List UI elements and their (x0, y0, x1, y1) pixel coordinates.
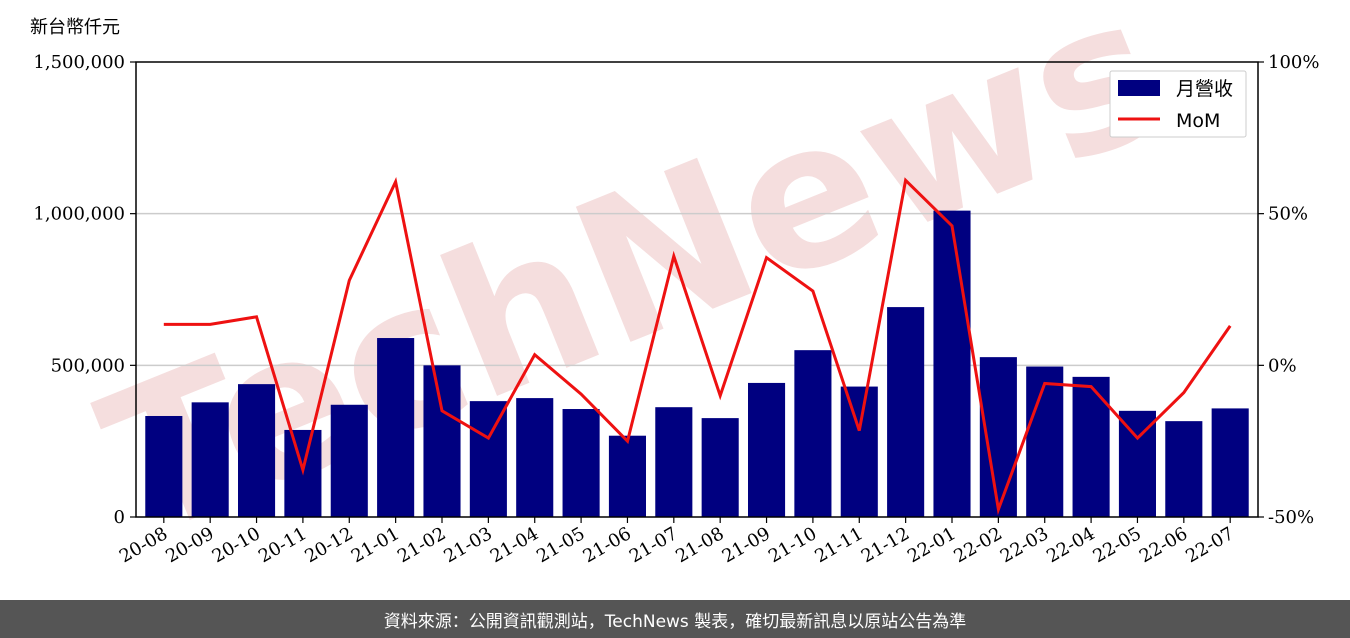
bar-20-08 (145, 415, 183, 517)
x-tick-label-21-11: 21-11 (811, 523, 866, 567)
bar-21-11 (840, 386, 878, 517)
grid-lines (136, 212, 1258, 367)
legend: 月營收 MoM (1109, 70, 1247, 138)
bar-21-05 (562, 409, 600, 517)
x-tick-label-22-04: 22-04 (1043, 523, 1098, 567)
y-right-tick-label: 100% (1268, 52, 1319, 73)
bar-21-04 (516, 398, 554, 517)
y-right-tick-label: 50% (1268, 204, 1308, 225)
bar-21-09 (748, 382, 786, 517)
bar-20-09 (191, 402, 229, 517)
mom-line (163, 177, 1232, 516)
legend-bar-swatch (1118, 80, 1160, 96)
plot-frame (135, 61, 1259, 518)
x-tick-label-21-10: 21-10 (765, 523, 820, 567)
x-tick-label-21-01: 21-01 (348, 523, 403, 567)
bar-20-10 (238, 384, 276, 517)
x-tick-label-21-08: 21-08 (672, 523, 727, 567)
bar-22-06 (1165, 421, 1203, 517)
bar-22-04 (1072, 376, 1110, 517)
bar-20-12 (330, 404, 368, 517)
bar-21-06 (608, 435, 646, 517)
bar-22-03 (1026, 366, 1064, 517)
bar-21-08 (701, 418, 739, 517)
bar-21-01 (377, 338, 415, 517)
revenue-bars (145, 210, 1249, 517)
x-tick-label-21-07: 21-07 (626, 523, 681, 567)
y-right-tick-label: -50% (1268, 507, 1314, 528)
y-right-tick-label: 0% (1268, 355, 1297, 376)
x-tick-label-21-06: 21-06 (580, 523, 635, 567)
bar-22-07 (1211, 408, 1249, 517)
source-footer: 資料來源：公開資訊觀測站，TechNews 製表，確切最新訊息以原站公告為準 (0, 600, 1350, 638)
bar-21-02 (423, 365, 461, 517)
x-tick-label-22-03: 22-03 (997, 523, 1052, 567)
bar-21-07 (655, 407, 693, 517)
x-tick-label-22-01: 22-01 (904, 523, 959, 567)
x-tick-label-21-02: 21-02 (394, 523, 449, 567)
y-left-tick-label: 1,500,000 (33, 52, 125, 73)
x-tick-label-21-03: 21-03 (440, 523, 495, 567)
y-left-tick-label: 0 (114, 507, 125, 528)
x-tick-label-21-05: 21-05 (533, 523, 588, 567)
legend-line-label: MoM (1176, 110, 1220, 132)
x-tick-label-21-04: 21-04 (487, 523, 542, 567)
y-axis-unit-label: 新台幣仟元 (30, 17, 120, 38)
legend-bar-label: 月營收 (1176, 78, 1233, 100)
x-tick-label-22-06: 22-06 (1136, 523, 1191, 567)
mom-line-layer (163, 177, 1232, 516)
x-tick-label-22-05: 22-05 (1090, 523, 1145, 567)
bar-22-01 (933, 210, 971, 517)
revenue-chart: TechNews 0500,0001,000,0001,500,000-50%0… (30, 0, 1319, 583)
y-left-tick-label: 500,000 (51, 355, 125, 376)
source-note: 資料來源：公開資訊觀測站，TechNews 製表，確切最新訊息以原站公告為準 (383, 611, 967, 632)
bar-21-10 (794, 350, 832, 517)
bar-22-05 (1118, 410, 1156, 517)
y-left-tick-label: 1,000,000 (33, 204, 125, 225)
bar-21-03 (469, 401, 507, 517)
bar-21-12 (887, 307, 925, 517)
x-tick-label-21-12: 21-12 (858, 523, 913, 567)
x-tick-label-22-02: 22-02 (950, 523, 1005, 567)
x-tick-label-20-12: 20-12 (301, 523, 356, 567)
x-tick-label-22-07: 22-07 (1182, 523, 1237, 567)
x-tick-label-21-09: 21-09 (719, 523, 774, 567)
